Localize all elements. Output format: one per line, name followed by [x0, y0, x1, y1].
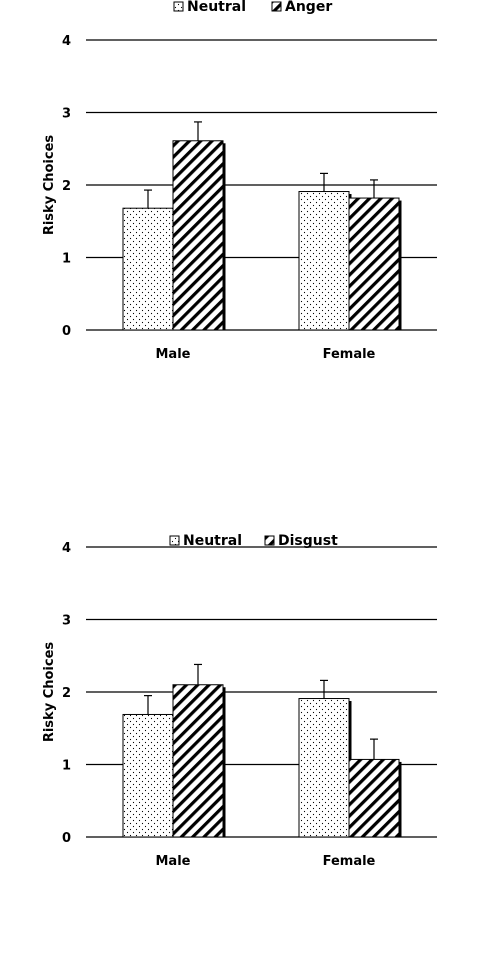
y-tick-label: 2 — [62, 686, 71, 701]
bar-anger-female — [348, 197, 400, 331]
bar-neutral-female — [298, 698, 350, 838]
y-axis-label: Risky Choices — [42, 135, 57, 236]
legend-swatch-anger — [271, 1, 282, 12]
y-tick-label: 1 — [62, 252, 71, 267]
y-tick-label: 0 — [62, 324, 71, 339]
x-category-label: Male — [156, 854, 191, 869]
x-category-label: Female — [323, 347, 376, 362]
legend-label-anger: Anger — [285, 0, 332, 15]
legend-swatch-disgust — [264, 535, 275, 546]
bar-disgust-female — [348, 758, 400, 838]
legend-label-disgust: Disgust — [278, 533, 338, 549]
y-tick-label: 1 — [62, 759, 71, 774]
y-tick-label: 4 — [62, 541, 71, 556]
chart-disgust: Risky Choices 0 1 2 3 4 Male Female Neutral Disgu… — [42, 533, 437, 869]
y-tick-label: 2 — [62, 179, 71, 194]
y-tick-label: 3 — [62, 614, 71, 629]
chart-anger: Risky Choices 0 1 2 3 4 Male Female Neutral Anger — [42, 0, 437, 362]
y-axis-label: Risky Choices — [42, 642, 57, 743]
y-tick-label: 0 — [62, 831, 71, 846]
legend-swatch-neutral — [169, 535, 180, 546]
x-category-label: Female — [323, 854, 376, 869]
x-category-label: Male — [156, 347, 191, 362]
bar-neutral-male — [122, 713, 174, 838]
y-tick-label: 4 — [62, 34, 71, 49]
bar-anger-male — [172, 140, 224, 331]
bar-disgust-male — [172, 684, 224, 838]
legend-label-neutral: Neutral — [183, 533, 242, 549]
legend-label-neutral: Neutral — [187, 0, 246, 15]
y-tick-label: 3 — [62, 107, 71, 122]
bar-neutral-male — [122, 207, 174, 331]
legend-swatch-neutral — [173, 1, 184, 12]
bar-neutral-female — [298, 191, 350, 331]
